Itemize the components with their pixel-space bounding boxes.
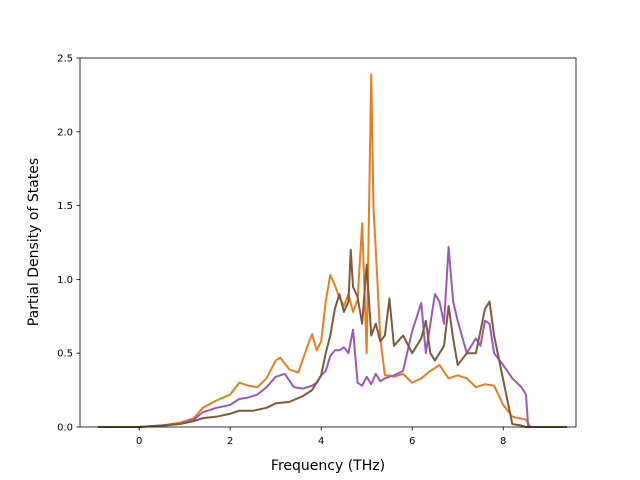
x-tick-label: 2 (227, 436, 233, 447)
y-tick-label: 0.0 (57, 423, 73, 434)
plot-area-frame (79, 57, 577, 428)
y-axis-label: Partial Density of States (26, 158, 42, 326)
x-tick-label: 4 (318, 436, 324, 447)
y-axis-ticks: 0.0 0.5 1.0 1.5 2.0 2.5 (57, 54, 80, 434)
series-layer (98, 73, 567, 428)
y-tick-label: 2.5 (57, 54, 73, 65)
x-tick-label: 8 (500, 436, 506, 447)
x-axis-label: Frequency (THz) (271, 458, 385, 474)
y-tick-label: 1.5 (57, 201, 73, 212)
y-tick-label: 0.5 (57, 349, 73, 360)
y-tick-label: 1.0 (57, 275, 73, 286)
series-line-3 (98, 248, 567, 428)
series-line-1 (98, 73, 567, 428)
x-tick-label: 6 (409, 436, 415, 447)
series-line-2 (98, 245, 567, 428)
x-axis-ticks: 0 2 4 6 8 (136, 427, 506, 447)
x-tick-label: 0 (136, 436, 142, 447)
y-tick-label: 2.0 (57, 127, 73, 138)
